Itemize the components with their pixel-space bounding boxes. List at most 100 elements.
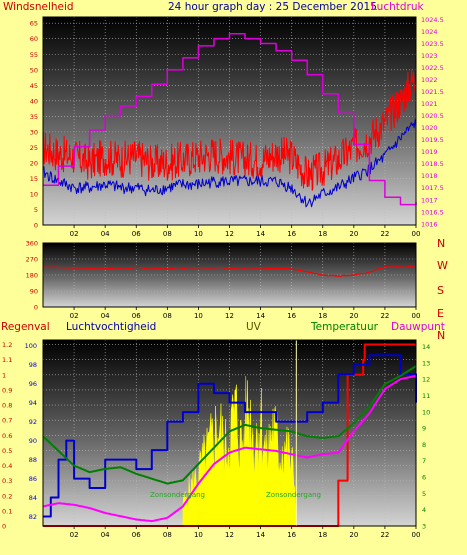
x-tick-label: 04 [101, 531, 110, 539]
y-tick-label-temperature: 9 [422, 425, 426, 433]
x-tick-label: 20 [349, 230, 358, 238]
y-tick-label-rain: 0.5 [2, 447, 12, 455]
y-tick-label-rain: 0.8 [2, 402, 12, 410]
x-tick-label: 04 [101, 230, 110, 238]
y-tick-label-pressure: 1021.5 [421, 88, 444, 96]
y-tick-label-rain: 0.2 [2, 492, 12, 500]
dewpoint-label: Dauwpunt [391, 321, 445, 333]
x-tick-label: 08 [163, 531, 172, 539]
y-tick-label-rain: 0.3 [2, 477, 12, 485]
x-tick-label: 02 [70, 312, 79, 320]
y-tick-label-wind: 45 [30, 82, 38, 90]
y-tick-label-direction: 360 [26, 240, 38, 248]
y-tick-label-temperature: 8 [422, 441, 426, 449]
x-tick-label: 00 [412, 312, 421, 320]
y-tick-label-wind: 5 [34, 206, 38, 214]
y-tick-label-wind: 15 [30, 175, 38, 183]
x-tick-label: 18 [318, 312, 327, 320]
compass-label: S [437, 284, 444, 297]
y-tick-label-direction: 270 [26, 256, 38, 264]
x-tick-label: 00 [412, 230, 421, 238]
y-tick-label-rain: 0.4 [2, 462, 12, 470]
sunrise-annotation: Zonsondergang [150, 491, 205, 499]
y-tick-label-rain: 0.1 [2, 507, 12, 515]
x-tick-label: 10 [194, 312, 203, 320]
pressure-line [43, 33, 417, 206]
y-tick-label-humidity: 88 [29, 456, 37, 464]
y-tick-label-pressure: 1017.5 [421, 184, 444, 192]
x-tick-label: 16 [287, 312, 296, 320]
compass-label: W [437, 259, 448, 272]
y-tick-label-direction: 0 [34, 304, 38, 312]
x-tick-label: 06 [132, 230, 141, 238]
x-tick-label: 14 [256, 230, 265, 238]
y-tick-label-pressure: 1018.5 [421, 160, 444, 168]
humidity-label: Luchtvochtigheid [66, 321, 156, 333]
x-tick-label: 06 [132, 312, 141, 320]
y-tick-label-pressure: 1020 [421, 124, 438, 132]
x-tick-label: 10 [194, 230, 203, 238]
y-tick-label-wind: 60 [30, 35, 38, 43]
chart-title: 24 hour graph day : 25 December 2015 [168, 1, 377, 13]
y-tick-label-pressure: 1020.5 [421, 112, 444, 120]
y-tick-label-humidity: 96 [29, 380, 37, 388]
uv-label: UV [246, 321, 262, 333]
wind-pressure-panel: 0510152025303540455055606510161016.51017… [30, 16, 444, 238]
y-tick-label-humidity: 100 [25, 342, 37, 350]
y-tick-label-humidity: 92 [29, 418, 37, 426]
y-tick-label-wind: 10 [30, 190, 38, 198]
panel-frame [42, 242, 417, 308]
compass-label: E [437, 307, 444, 320]
y-tick-label-pressure: 1019.5 [421, 136, 444, 144]
y-tick-label-pressure: 1022.5 [421, 64, 444, 72]
y-tick-label-temperature: 7 [422, 457, 426, 465]
x-tick-label: 18 [318, 531, 327, 539]
x-tick-label: 16 [287, 230, 296, 238]
temperature-label: Temperatuur [310, 321, 379, 333]
y-tick-label-temperature: 11 [422, 392, 430, 400]
x-tick-label: 20 [349, 312, 358, 320]
y-tick-label-rain: 0.9 [2, 386, 12, 394]
x-tick-label: 08 [163, 312, 172, 320]
pressure-label: Luchtdruk [371, 1, 425, 13]
y-tick-label-humidity: 82 [29, 513, 37, 521]
sunset-annotation: Zonsondergang [266, 491, 321, 499]
x-tick-label: 02 [70, 531, 79, 539]
dewpoint-line [42, 374, 417, 523]
x-tick-label: 00 [412, 531, 421, 539]
x-tick-label: 06 [132, 531, 141, 539]
x-tick-label: 12 [225, 230, 234, 238]
y-tick-label-pressure: 1022 [421, 76, 438, 84]
y-tick-label-wind: 35 [30, 113, 38, 121]
x-tick-label: 14 [256, 312, 265, 320]
compass-label: N [437, 329, 445, 342]
y-tick-label-wind: 30 [30, 128, 38, 136]
y-tick-label-rain: 1 [2, 371, 6, 379]
panel-frame [42, 339, 417, 527]
y-tick-label-direction: 90 [30, 288, 38, 296]
compass-label: N [437, 237, 445, 250]
wind-speed-label: Windsnelheid [3, 1, 74, 13]
x-tick-label: 22 [380, 230, 389, 238]
y-tick-label-temperature: 10 [422, 408, 430, 416]
y-tick-label-wind: 25 [30, 144, 38, 152]
x-tick-label: 12 [225, 312, 234, 320]
y-tick-label-rain: 0.7 [2, 417, 12, 425]
y-tick-label-pressure: 1016 [421, 220, 438, 228]
x-tick-label: 22 [380, 312, 389, 320]
x-tick-label: 08 [163, 230, 172, 238]
x-tick-label: 02 [70, 230, 79, 238]
y-tick-label-rain: 1.1 [2, 356, 12, 364]
y-tick-label-temperature: 3 [422, 523, 426, 531]
uv-area [182, 376, 297, 527]
y-tick-label-rain: 0.6 [2, 432, 12, 440]
y-tick-label-wind: 40 [30, 97, 38, 105]
y-tick-label-pressure: 1018 [421, 172, 438, 180]
y-tick-label-rain: 0 [2, 523, 6, 531]
y-tick-label-wind: 50 [30, 66, 38, 74]
y-tick-label-wind: 0 [34, 222, 38, 230]
y-tick-label-pressure: 1023.5 [421, 40, 444, 48]
y-tick-label-direction: 180 [26, 272, 38, 280]
